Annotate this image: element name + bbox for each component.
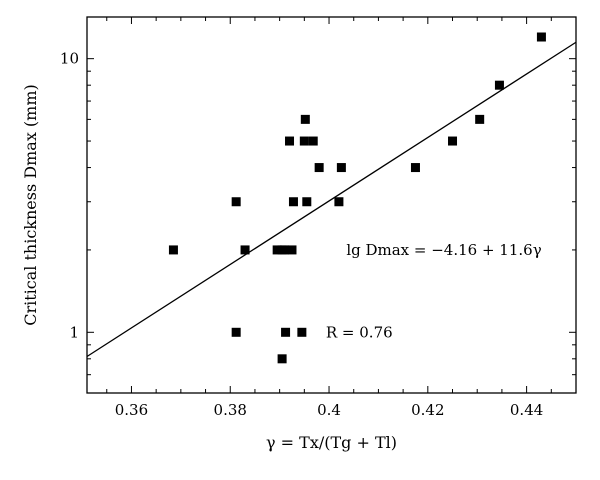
y-axis-title: Critical thickness Dmax (mm) xyxy=(21,84,40,326)
data-point xyxy=(475,114,485,124)
x-tick-label: 0.4 xyxy=(317,401,341,419)
x-axis-title: γ = Tx/(Tg + Tl) xyxy=(266,433,397,452)
correlation-annotation: R = 0.76 xyxy=(326,323,393,341)
data-point xyxy=(272,245,282,255)
data-point xyxy=(287,245,297,255)
data-point xyxy=(288,197,298,207)
data-point xyxy=(240,245,250,255)
y-tick-label: 10 xyxy=(60,50,79,68)
x-tick-label: 0.42 xyxy=(411,401,444,419)
data-point xyxy=(231,327,241,337)
x-tick-label: 0.36 xyxy=(115,401,148,419)
data-point xyxy=(280,245,290,255)
data-point xyxy=(494,80,504,90)
fit-equation-annotation: lg Dmax = −4.16 + 11.6γ xyxy=(346,241,541,259)
data-point xyxy=(536,32,546,42)
data-point xyxy=(300,114,310,124)
data-point xyxy=(334,197,344,207)
data-markers xyxy=(168,32,546,364)
data-point xyxy=(285,136,295,146)
regression-line xyxy=(86,41,577,358)
x-tick-label: 0.44 xyxy=(510,401,543,419)
axis-tick-labels: 0.36 0.38 0.4 0.42 0.44 1 10 xyxy=(60,50,543,419)
plot-frame xyxy=(86,16,577,394)
data-point xyxy=(299,136,309,146)
data-point xyxy=(302,197,312,207)
data-point xyxy=(336,163,346,173)
data-point xyxy=(448,136,458,146)
plot-border xyxy=(86,16,577,394)
data-point xyxy=(168,245,178,255)
data-point xyxy=(297,327,307,337)
data-point xyxy=(410,163,420,173)
data-point xyxy=(281,327,291,337)
data-point xyxy=(308,136,318,146)
data-point xyxy=(314,163,324,173)
data-point xyxy=(277,354,287,364)
data-point xyxy=(231,197,241,207)
y-tick-label: 1 xyxy=(69,323,79,341)
x-tick-label: 0.38 xyxy=(214,401,247,419)
